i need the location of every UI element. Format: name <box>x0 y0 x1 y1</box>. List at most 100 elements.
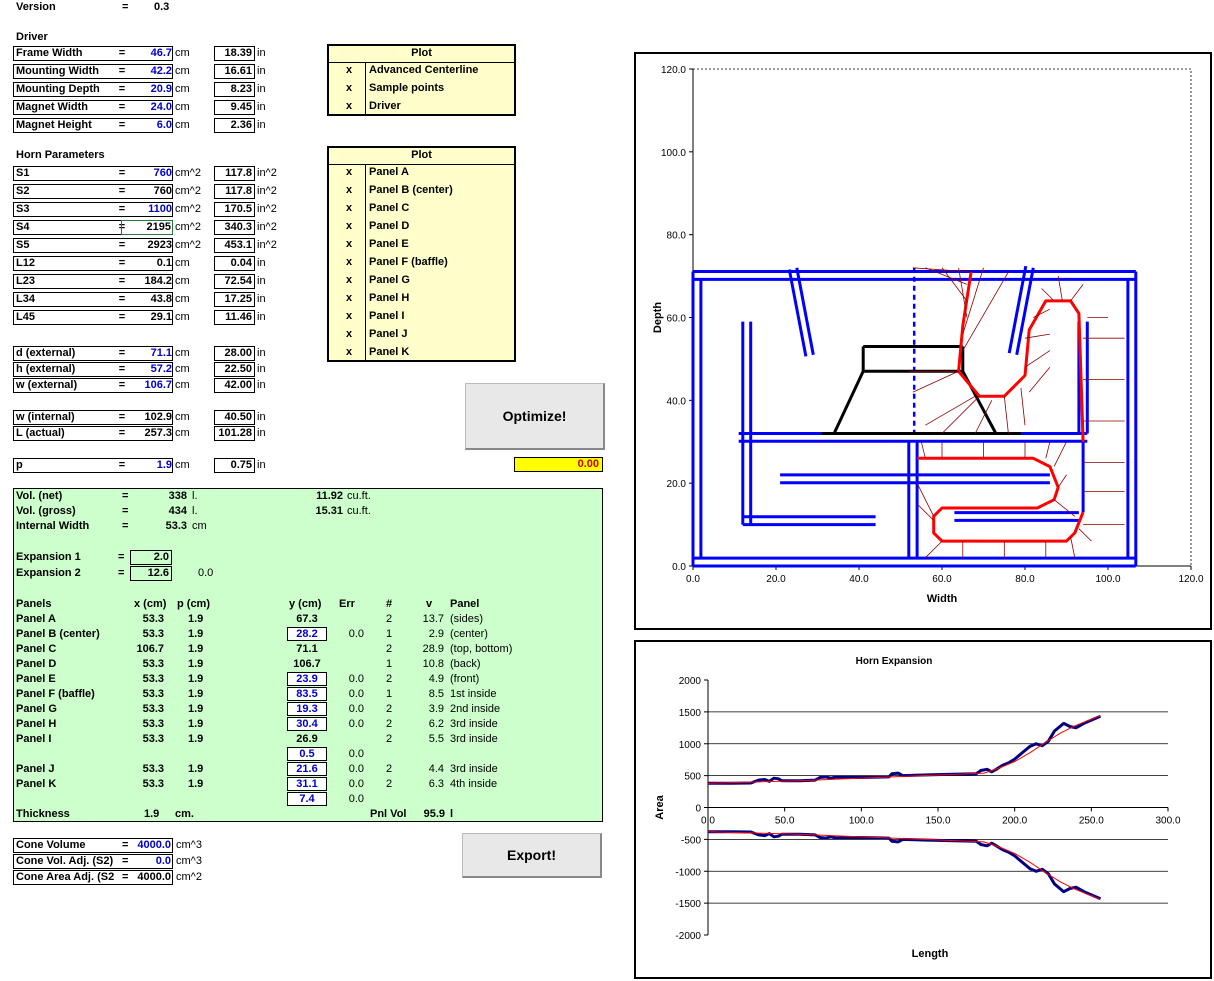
param-unit: cm <box>175 119 190 131</box>
param-label: Magnet Width <box>16 101 88 113</box>
y-tick-label: 1000 <box>679 740 702 751</box>
param-value-input[interactable]: 71.1 <box>150 347 172 359</box>
panel-y[interactable]: 23.9 <box>287 672 327 686</box>
param-label: Frame Width <box>16 47 83 59</box>
param-value-input[interactable]: 257.3 <box>144 427 172 439</box>
plot-checkbox[interactable]: x <box>345 166 353 178</box>
param-inch-value: 101.28 <box>214 426 255 441</box>
panel-count: 1 <box>386 688 393 700</box>
plot-checkbox[interactable]: x <box>345 202 353 214</box>
panel-x: 53.3 <box>142 613 164 625</box>
table-row: Panel I 53.3 1.9 26.9 2 5.5 3rd inside <box>16 732 596 747</box>
y-tick-label: 100.0 <box>661 148 686 159</box>
expansion-2-input[interactable]: 12.6 <box>130 566 172 581</box>
layout-segment <box>920 441 926 459</box>
x-tick-label: 40.0 <box>849 574 869 585</box>
panel-y[interactable]: 83.5 <box>287 687 327 701</box>
vol-gross-label: Vol. (gross) <box>16 505 76 517</box>
param-value-input[interactable]: 1.9 <box>156 459 172 471</box>
param-inch-value: 17.25 <box>214 292 255 307</box>
plot-checkbox[interactable]: x <box>345 310 353 322</box>
param-row: S5 = 2923 cm^2 453.1 in^2 <box>13 238 303 253</box>
param-value-input[interactable]: 0.1 <box>156 257 172 269</box>
vol-gross-value: 434 <box>168 505 187 517</box>
param-value-input[interactable]: 184.2 <box>144 275 172 287</box>
x-tick-label: 60.0 <box>932 574 952 585</box>
param-value-input[interactable]: 106.7 <box>144 379 172 391</box>
cone-value[interactable]: 0.0 <box>155 855 171 867</box>
export-button[interactable]: Export! <box>462 833 602 878</box>
param-value-input[interactable]: 42.2 <box>150 65 172 77</box>
param-value-input[interactable]: 46.7 <box>150 47 172 59</box>
y-tick-label: 2000 <box>679 676 702 687</box>
plot-checkbox[interactable]: x <box>345 220 353 232</box>
plot-checkbox[interactable]: x <box>345 64 353 76</box>
param-label: S5 <box>16 239 30 251</box>
internal-width-unit: cm <box>192 520 207 532</box>
param-value-input[interactable]: 57.2 <box>150 363 172 375</box>
panel-err <box>340 657 364 672</box>
param-value-input[interactable]: 102.9 <box>144 411 172 423</box>
panel-y[interactable]: 30.4 <box>287 717 327 731</box>
panel-y[interactable]: 19.3 <box>287 702 327 716</box>
param-label: S2 <box>16 185 30 197</box>
panel-y[interactable]: 21.6 <box>287 762 327 776</box>
y-tick-label: -1000 <box>675 867 701 878</box>
param-label: L45 <box>16 311 35 323</box>
layout-chart: 0.0 20.0 40.0 60.0 80.0 100.0 120.0 0.0 20.0 40.0… <box>652 65 1204 605</box>
param-eq: = <box>118 239 126 251</box>
param-label: d (external) <box>16 347 76 359</box>
header-count: # <box>386 598 393 610</box>
plot-checkbox[interactable]: x <box>345 100 353 112</box>
panel-y[interactable]: 0.5 <box>287 747 327 761</box>
cone-eq: = <box>122 871 129 883</box>
header-panel: Panel <box>450 598 480 610</box>
param-value-input[interactable]: 2195 <box>121 220 173 235</box>
panel-y[interactable]: 31.1 <box>287 777 327 791</box>
param-unit: cm <box>175 65 190 77</box>
plot-checkbox[interactable]: x <box>345 184 353 196</box>
param-box <box>13 310 173 325</box>
panel-y[interactable]: 28.2 <box>287 627 327 641</box>
table-row: 7.4 0.0 <box>16 792 596 807</box>
param-value-input[interactable]: 2923 <box>147 239 172 251</box>
param-unit: cm <box>175 427 190 439</box>
plot-checkbox[interactable]: x <box>345 238 353 250</box>
panel-v: 3.9 <box>428 703 444 715</box>
param-value-input[interactable]: 6.0 <box>156 119 172 131</box>
plot-checkbox[interactable]: x <box>345 82 353 94</box>
plot-checkbox[interactable]: x <box>345 328 353 340</box>
param-value-input[interactable]: 20.9 <box>150 83 172 95</box>
param-label: Mounting Depth <box>16 83 100 95</box>
layout-segment <box>1045 441 1051 459</box>
layout-segment <box>787 269 808 357</box>
expansion-1-input[interactable]: 2.0 <box>130 550 172 565</box>
cone-value[interactable]: 4000.0 <box>137 839 171 851</box>
panel-err <box>340 732 364 747</box>
cone-value[interactable]: 4000.0 <box>137 871 171 883</box>
param-unit: cm <box>175 459 190 471</box>
x-tick-label: 200.0 <box>1002 816 1027 827</box>
param-unit: cm <box>175 83 190 95</box>
plot-checkbox[interactable]: x <box>345 274 353 286</box>
param-box <box>13 362 173 377</box>
layout-segment <box>1007 265 1028 354</box>
param-value-input[interactable]: 760 <box>153 185 172 197</box>
plot-item-label: Panel C <box>369 202 410 214</box>
param-value-input[interactable]: 29.1 <box>150 311 172 323</box>
panel-y[interactable]: 7.4 <box>287 792 327 806</box>
plot-item-label: Panel E <box>369 238 409 250</box>
param-value-input[interactable]: 43.8 <box>150 293 172 305</box>
plot-checkbox[interactable]: x <box>345 256 353 268</box>
param-eq: = <box>118 101 126 113</box>
x-tick-label: 150.0 <box>925 816 950 827</box>
param-value-input[interactable]: 24.0 <box>150 101 172 113</box>
optimize-button[interactable]: Optimize! <box>465 383 605 450</box>
param-value-input[interactable]: 760 <box>153 167 172 179</box>
plot-checkbox[interactable]: x <box>345 346 353 358</box>
panel-p: 1.9 <box>188 643 204 655</box>
param-value-input[interactable]: 1100 <box>148 203 172 215</box>
plot-checkbox[interactable]: x <box>345 292 353 304</box>
table-row: Panel G 53.3 1.9 19.3 0.0 2 3.9 2nd inside <box>16 702 596 717</box>
param-inch-unit: in <box>257 311 266 323</box>
